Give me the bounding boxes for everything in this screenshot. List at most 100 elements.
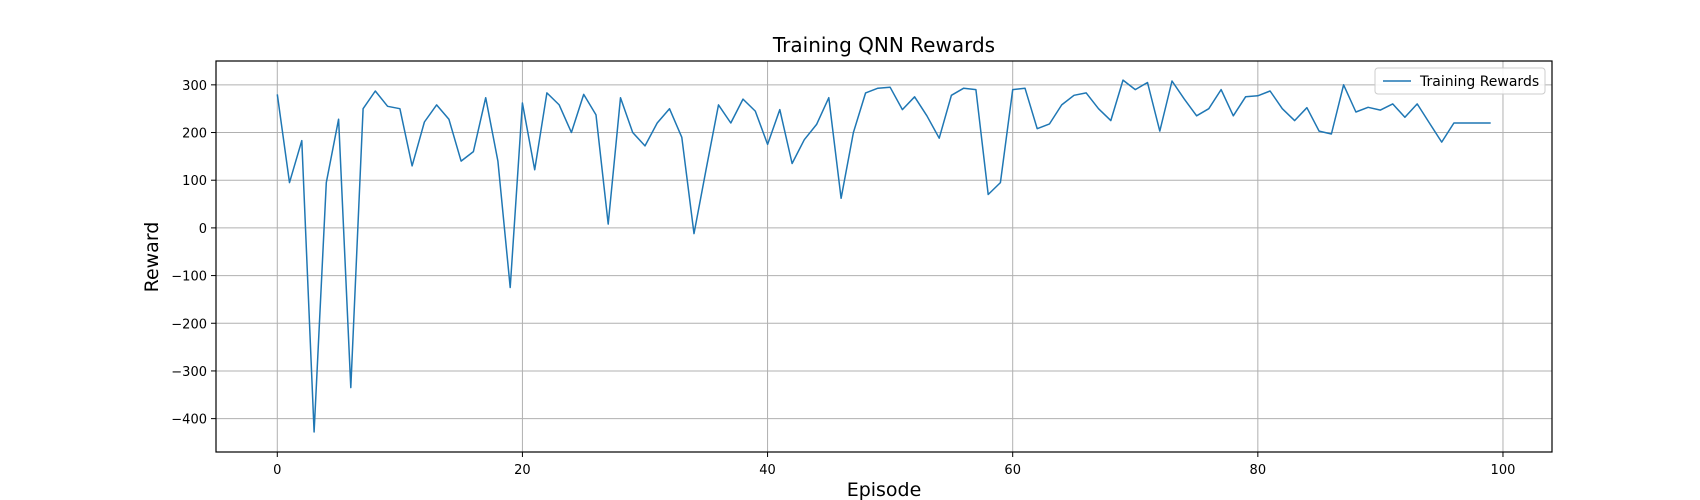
data-point: [704, 166, 709, 171]
data-point: [655, 120, 660, 125]
y-tick-label: 300: [182, 79, 207, 94]
data-point: [973, 87, 978, 92]
data-point: [312, 429, 317, 434]
data-point: [1010, 87, 1015, 92]
y-tick-label: −300: [171, 365, 207, 380]
data-point: [949, 93, 954, 98]
data-point: [998, 180, 1003, 185]
data-point: [1170, 79, 1175, 84]
data-point: [826, 95, 831, 100]
data-point: [1035, 126, 1040, 131]
grid: [216, 61, 1552, 452]
x-axis-label: Episode: [847, 479, 922, 500]
data-point: [1255, 93, 1260, 98]
data-point: [459, 159, 464, 164]
legend: Training Rewards: [1374, 67, 1546, 95]
data-point: [1378, 108, 1383, 113]
data-point: [1096, 106, 1101, 111]
data-point: [790, 161, 795, 166]
data-point: [495, 159, 500, 164]
data-point: [569, 130, 574, 135]
data-point: [1121, 78, 1126, 83]
data-point: [1476, 120, 1481, 125]
data-point: [434, 102, 439, 107]
data-point: [1022, 86, 1027, 91]
series-layer: [275, 78, 1493, 434]
data-point: [1157, 129, 1162, 134]
y-tick-label: 0: [199, 222, 207, 237]
data-point: [1182, 97, 1187, 102]
data-point: [1071, 93, 1076, 98]
data-point: [397, 106, 402, 111]
data-point: [912, 94, 917, 99]
x-tick-label: 40: [759, 463, 776, 478]
data-point: [1464, 120, 1469, 125]
data-point: [802, 137, 807, 142]
data-point: [1317, 129, 1322, 134]
data-point: [324, 180, 329, 185]
series-line-training-rewards: [276, 79, 1491, 433]
data-point: [275, 92, 280, 97]
data-point: [385, 104, 390, 109]
data-point: [642, 143, 647, 148]
data-point: [1243, 94, 1248, 99]
data-point: [1231, 113, 1236, 118]
data-point: [986, 192, 991, 197]
y-axis-label: Reward: [141, 222, 163, 293]
data-point: [1402, 115, 1407, 120]
data-point: [924, 113, 929, 118]
data-point: [1390, 101, 1395, 106]
data-point: [593, 112, 598, 117]
data-point: [1488, 120, 1493, 125]
x-tick-label: 100: [1491, 463, 1516, 478]
data-point: [446, 117, 451, 122]
data-point: [1427, 120, 1432, 125]
data-point: [1084, 90, 1089, 95]
data-point: [1047, 121, 1052, 126]
ticks: 0 20 40 60 80 100 −400 −300 −200 −100 0 100 200 300: [171, 79, 1515, 478]
data-point: [1366, 105, 1371, 110]
data-point: [851, 130, 856, 135]
data-point: [1329, 131, 1334, 136]
data-point: [348, 385, 353, 390]
y-tick-label: 100: [182, 174, 207, 189]
data-point: [1059, 102, 1064, 107]
data-point: [361, 106, 366, 111]
data-point: [1341, 82, 1346, 87]
legend-box: [1374, 67, 1546, 95]
data-point: [937, 136, 942, 141]
x-tick-label: 60: [1004, 463, 1021, 478]
data-point: [875, 86, 880, 91]
data-point: [692, 231, 697, 236]
y-tick-label: −200: [171, 317, 207, 332]
data-point: [1145, 80, 1150, 85]
data-point: [753, 109, 758, 114]
data-point: [741, 97, 746, 102]
y-tick-label: −400: [171, 413, 207, 428]
x-tick-label: 0: [273, 463, 281, 478]
data-point: [483, 95, 488, 100]
legend-label: Training Rewards: [1419, 74, 1539, 90]
data-point: [1439, 140, 1444, 145]
data-point: [336, 117, 341, 122]
data-point: [1292, 118, 1297, 123]
data-point: [471, 149, 476, 154]
data-point: [532, 167, 537, 172]
data-point: [1353, 110, 1358, 115]
data-point: [557, 102, 562, 107]
data-point: [1108, 118, 1113, 123]
data-point: [777, 107, 782, 112]
data-point: [1304, 105, 1309, 110]
x-tick-label: 80: [1250, 463, 1267, 478]
data-point: [814, 122, 819, 127]
data-point: [839, 196, 844, 201]
y-tick-label: −100: [171, 270, 207, 285]
data-point: [888, 85, 893, 90]
data-point: [618, 95, 623, 100]
data-point: [1415, 101, 1420, 106]
data-point: [900, 107, 905, 112]
data-point: [508, 285, 513, 290]
data-point: [606, 222, 611, 227]
data-point: [287, 180, 292, 185]
